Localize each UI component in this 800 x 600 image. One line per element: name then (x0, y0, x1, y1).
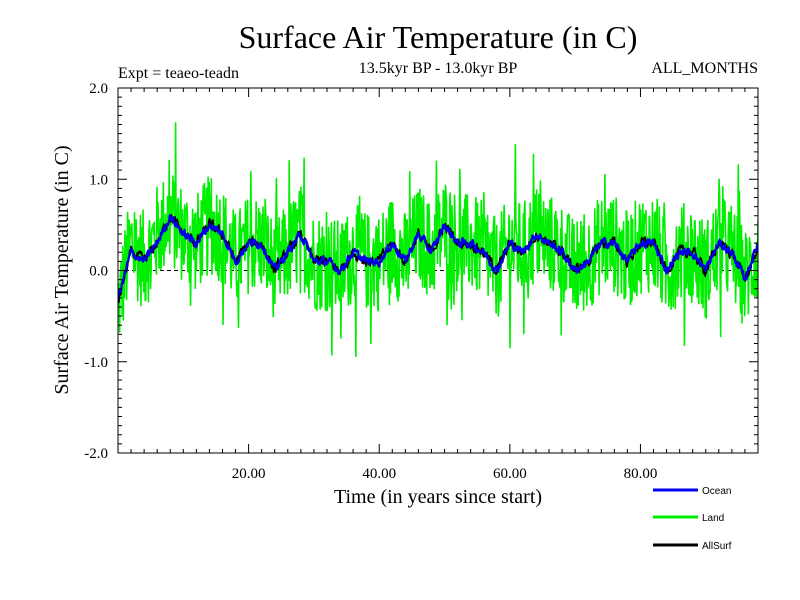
chart-title: Surface Air Temperature (in C) (239, 19, 638, 55)
legend-label-land: Land (702, 513, 724, 524)
series-line-ocean (118, 214, 758, 300)
y-tick-label: 1.0 (89, 172, 108, 188)
y-axis-label: Surface Air Temperature (in C) (51, 145, 73, 394)
y-tick-label: -1.0 (84, 355, 108, 371)
x-tick-label: 80.00 (624, 466, 658, 482)
axis-ticks: 20.00 40.00 60.00 80.00 -2.0 -1.0 0.0 1.0 2.0 (84, 81, 758, 482)
experiment-label: Expt = teaeo-teadn (118, 65, 239, 82)
months-label: ALL_MONTHS (651, 60, 758, 77)
x-tick-label: 20.00 (232, 466, 266, 482)
x-axis-label: Time (in years since start) (334, 486, 542, 508)
legend: Ocean Land AllSurf (653, 486, 732, 552)
y-tick-label: -2.0 (84, 446, 108, 462)
x-tick-label: 40.00 (362, 466, 396, 482)
plot-area (117, 87, 759, 454)
chart-subtitle: 13.5kyr BP - 13.0kyr BP (359, 60, 518, 77)
legend-label-ocean: Ocean (702, 486, 731, 497)
x-tick-label: 60.00 (493, 466, 527, 482)
y-tick-label: 0.0 (89, 264, 108, 280)
legend-label-allsurf: AllSurf (702, 541, 732, 552)
y-tick-label: 2.0 (89, 81, 108, 97)
